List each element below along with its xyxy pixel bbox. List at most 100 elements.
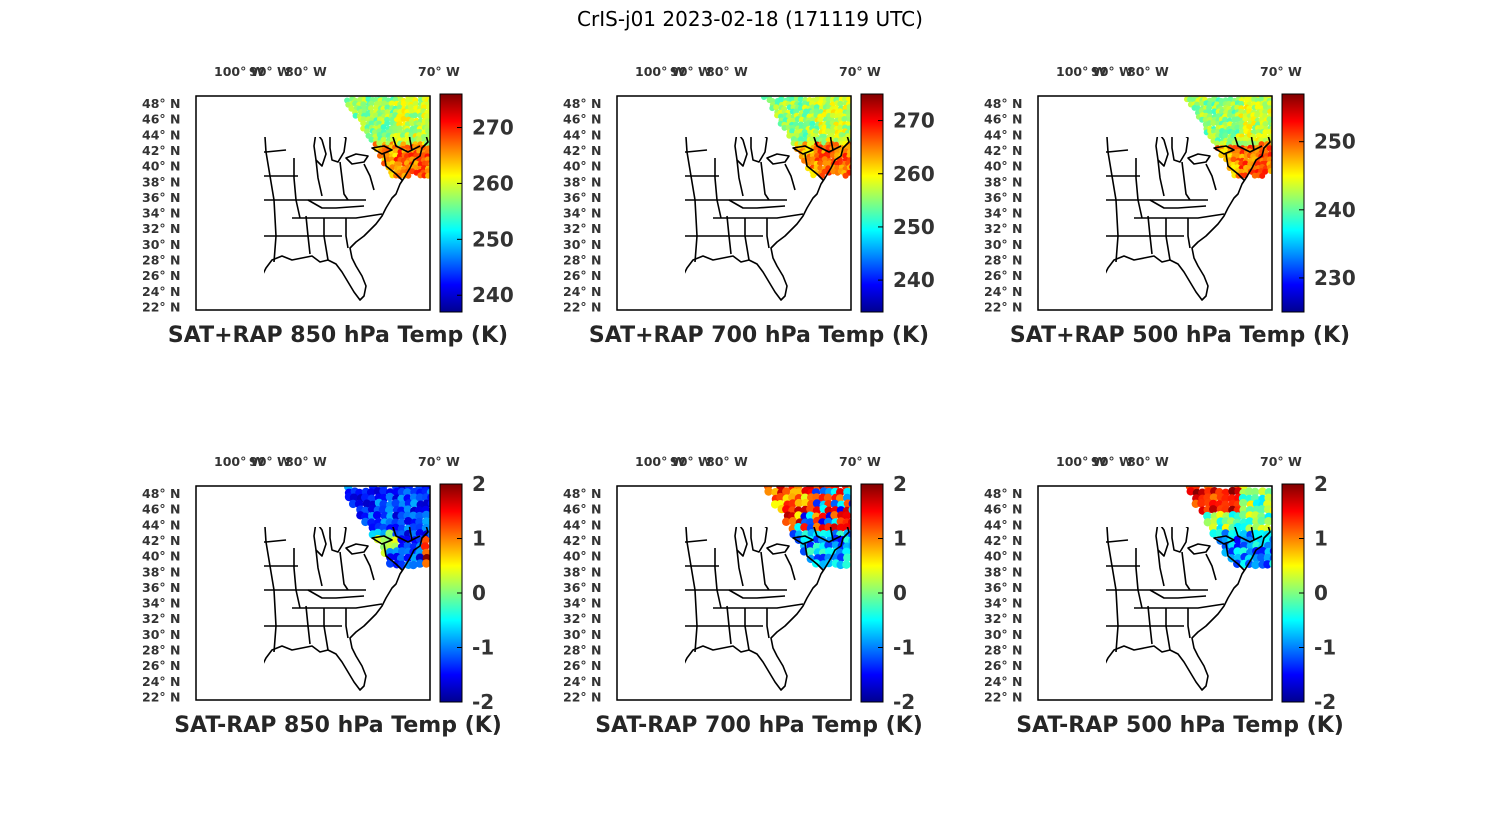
lat-tick-label: 42° N [984, 143, 1022, 158]
boundary-line [760, 551, 770, 591]
boundary-line [784, 163, 796, 191]
boundary-line [1234, 527, 1263, 543]
data-point [404, 517, 413, 526]
lon-tick-label: 70° W [418, 454, 460, 469]
data-point [761, 96, 767, 100]
boundary-line [1205, 163, 1217, 191]
data-point [1238, 100, 1245, 107]
data-point [833, 137, 840, 144]
lat-tick-label: 28° N [142, 643, 180, 658]
lat-tick-label: 42° N [142, 533, 180, 548]
data-point [813, 96, 820, 103]
boundary-line [345, 153, 369, 165]
boundary-line [307, 199, 365, 209]
lat-tick-label: 38° N [142, 174, 180, 189]
lat-tick-label: 34° N [984, 206, 1022, 221]
lat-tick-label: 44° N [984, 517, 1022, 532]
colorbar-tick-label: -1 [893, 636, 915, 660]
data-point [805, 511, 815, 520]
lat-tick-label: 24° N [563, 674, 601, 689]
boundary-line [345, 608, 349, 639]
map-figure: 100° W90° W80° W 70° W 48° N46° N44° N42° … [984, 454, 1336, 714]
data-point [378, 505, 388, 514]
lon-tick-label: 70° W [839, 64, 881, 79]
lat-tick-label: 48° N [984, 96, 1022, 111]
data-point [797, 136, 804, 143]
data-point [360, 120, 367, 127]
data-point [379, 486, 388, 496]
data-point [825, 547, 834, 556]
data-point [1234, 124, 1241, 131]
data-point [812, 499, 822, 508]
lat-tick-label: 46° N [142, 112, 180, 127]
data-point [427, 499, 430, 508]
lat-tick-label: 30° N [984, 627, 1022, 642]
data-point [397, 511, 406, 520]
data-point [1210, 96, 1217, 103]
data-point [1258, 141, 1265, 148]
boundary-line [750, 527, 768, 553]
colorbar-tick-label: -1 [472, 636, 494, 660]
lat-tick-label: 22° N [563, 300, 601, 315]
boundary-line [804, 543, 824, 571]
data-point [1234, 116, 1241, 123]
data-point [416, 136, 423, 143]
lon-tick-label: 100° W [635, 64, 686, 79]
data-point [384, 109, 391, 116]
data-point [846, 144, 851, 151]
data-point [810, 172, 817, 179]
data-point [1210, 120, 1217, 127]
lat-tick-label: 36° N [984, 190, 1022, 205]
colorbar-tick-label: 270 [893, 109, 935, 133]
lat-tick-label: 48° N [563, 486, 601, 501]
boundary-line [1134, 213, 1225, 219]
boundary-line [1187, 543, 1211, 555]
data-point [835, 494, 845, 503]
map-panel-3: 100° W 90° W 80° W 70° W 48° N 46° N 44° N 42° … [970, 55, 1390, 355]
boundary-line [392, 527, 421, 543]
data-point [817, 100, 824, 107]
colorbar-tick-label: 240 [893, 268, 935, 292]
boundary-line [726, 215, 732, 255]
data-point [428, 121, 430, 127]
data-point [421, 535, 430, 545]
lat-tick-label: 46° N [984, 502, 1022, 517]
lat-tick-label: 42° N [142, 143, 180, 158]
data-point [357, 96, 364, 103]
data-point [400, 116, 407, 122]
data-point [846, 116, 851, 123]
data-point [1254, 112, 1261, 119]
boundary-line [736, 159, 744, 197]
swath-scatter [344, 486, 430, 570]
data-point [1221, 494, 1230, 503]
lat-tick-label: 44° N [142, 517, 180, 532]
state-boundaries [685, 137, 850, 301]
data-point [842, 560, 851, 569]
data-point [788, 499, 798, 508]
map-panel-2: 100° W 90° W 80° W 70° W 48° N 46° N 44° N 42° … [549, 55, 969, 355]
boundary-line [1181, 161, 1191, 201]
data-point [805, 165, 811, 172]
boundary-line [1135, 158, 1143, 219]
data-point [1246, 124, 1253, 130]
lon-tick-label: 80° W [285, 64, 327, 79]
map-figure: 100° W90° W80° W 70° W 48° N46° N44° N42° … [984, 64, 1356, 315]
data-point [773, 104, 780, 111]
data-point [415, 553, 425, 562]
lat-tick-label: 22° N [142, 300, 180, 315]
boundary-line [293, 158, 301, 219]
data-point [348, 105, 355, 112]
lat-tick-label: 48° N [142, 486, 180, 501]
colorbar-tick-label: 250 [472, 227, 514, 251]
lat-tick-label: 40° N [563, 159, 601, 174]
lat-tick-label: 46° N [142, 502, 180, 517]
panel-title: SAT+RAP 500 hPa Temp (K) [1009, 323, 1351, 348]
data-point [849, 128, 851, 135]
data-point [425, 128, 430, 135]
lon-tick-label: 70° W [1260, 454, 1302, 469]
boundary-line [1181, 551, 1191, 591]
panel-title: SAT-RAP 500 hPa Temp (K) [1016, 713, 1344, 738]
data-point [830, 511, 839, 520]
boundary-line [345, 218, 349, 249]
lat-tick-label: 44° N [142, 127, 180, 142]
